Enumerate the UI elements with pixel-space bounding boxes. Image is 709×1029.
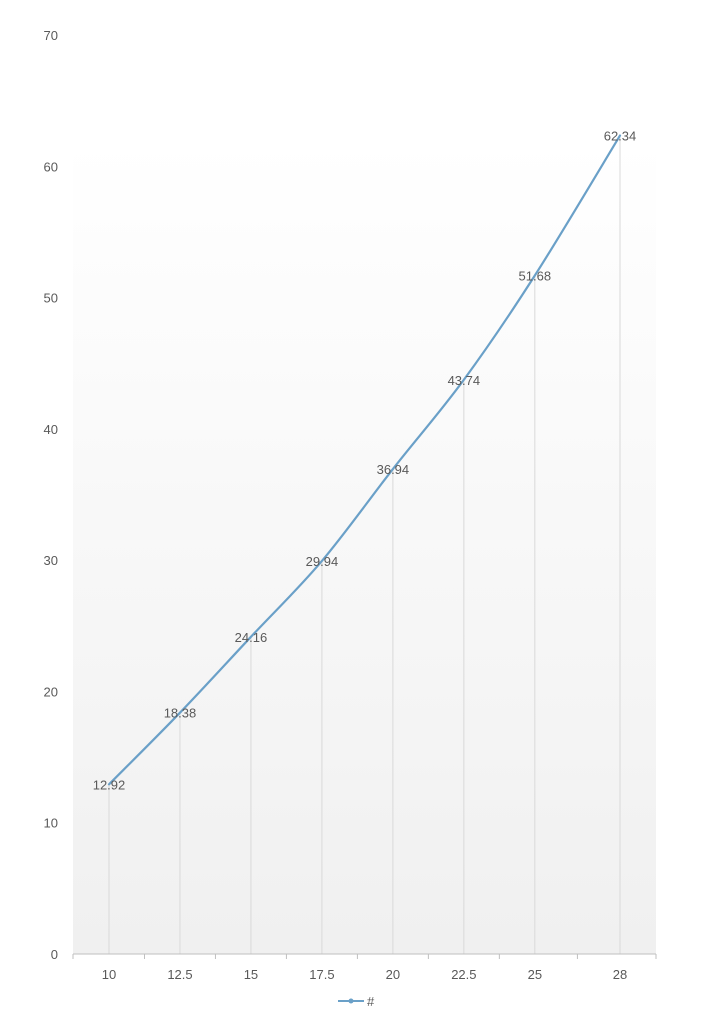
series-line (107, 134, 622, 786)
x-tick-label: 20 (386, 967, 400, 982)
drop-lines (108, 135, 621, 954)
x-tick-label: 25 (528, 967, 542, 982)
y-tick-label: 20 (44, 684, 58, 699)
x-axis-tick-labels: 10 12.5 15 17.5 20 22.5 25 28 (102, 967, 627, 982)
y-tick-label: 10 (44, 816, 58, 831)
y-tick-label: 40 (44, 422, 58, 437)
y-tick-label: 30 (44, 553, 58, 568)
x-tick-label: 22.5 (451, 967, 476, 982)
data-label: 51.68 (519, 269, 552, 284)
data-labels: 12.92 18.38 24.16 29.94 36.94 43.74 51.68 62.34 (93, 129, 637, 793)
x-tick-label: 10 (102, 967, 116, 982)
data-label: 29.94 (306, 554, 339, 569)
y-tick-label: 50 (44, 291, 58, 306)
x-tick-label: 12.5 (167, 967, 192, 982)
y-tick-label: 70 (44, 28, 58, 43)
y-tick-label: 60 (44, 159, 58, 174)
data-label: 12.92 (93, 777, 126, 792)
plot-area (73, 140, 656, 954)
y-tick-label: 0 (51, 947, 58, 962)
data-label: 62.34 (604, 129, 637, 144)
data-label: 18.38 (164, 706, 197, 721)
y-axis-tick-labels: 0 10 20 30 40 50 60 70 (44, 28, 58, 962)
x-tick-label: 15 (244, 967, 258, 982)
x-axis-ticks (72, 954, 657, 959)
x-tick-label: 17.5 (309, 967, 334, 982)
data-label: 43.74 (448, 373, 481, 388)
data-label: 36.94 (377, 462, 410, 477)
legend-marker (348, 998, 354, 1004)
x-tick-label: 28 (613, 967, 627, 982)
legend[interactable]: # (338, 994, 375, 1009)
data-label: 24.16 (235, 630, 268, 645)
legend-entry-label: # (367, 994, 375, 1009)
